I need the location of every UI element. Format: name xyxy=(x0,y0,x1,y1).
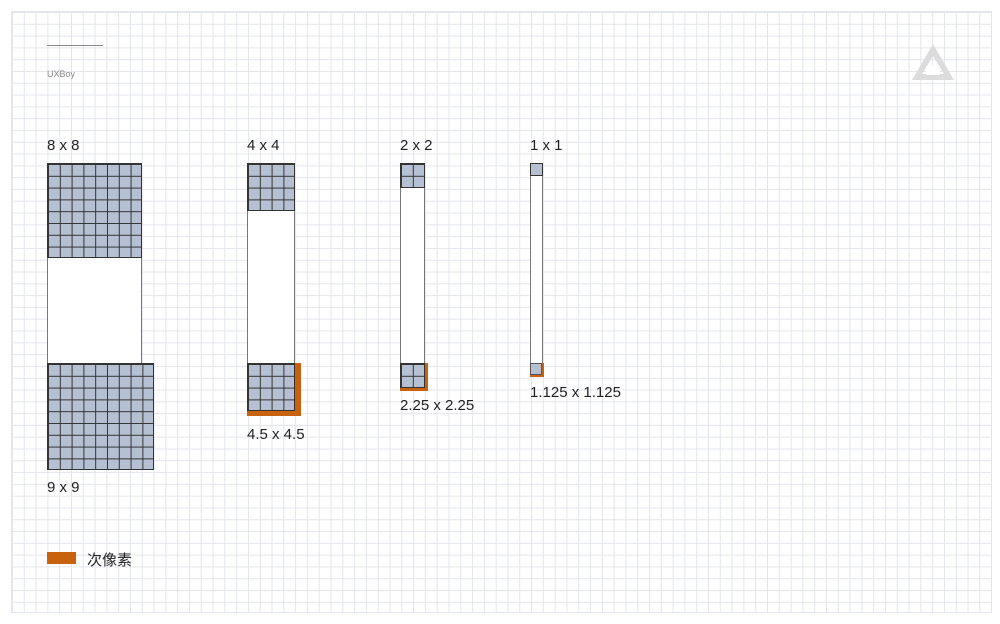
pixel-grid-2.25x2.25 xyxy=(400,363,425,388)
label-8x8: 8 x 8 xyxy=(47,137,80,154)
header-rule xyxy=(47,45,103,46)
label-9x9: 9 x 9 xyxy=(47,479,80,496)
pixel-grid-8x8 xyxy=(47,163,142,258)
pixel-grid-4x4 xyxy=(247,163,295,211)
column-outline xyxy=(530,163,543,364)
label-1.125x1.125: 1.125 x 1.125 xyxy=(530,384,621,401)
brand-label: UXBoy xyxy=(47,69,76,79)
legend-swatch xyxy=(47,552,76,564)
label-2x2: 2 x 2 xyxy=(400,137,433,154)
legend-label: 次像素 xyxy=(87,551,133,569)
pixel-grid-4.5x4.5 xyxy=(247,363,295,411)
triangle-logo-icon xyxy=(912,44,954,80)
column-outline xyxy=(400,163,425,364)
label-4.5x4.5: 4.5 x 4.5 xyxy=(247,426,305,443)
pixel-grid-1x1 xyxy=(530,163,543,176)
label-4x4: 4 x 4 xyxy=(247,137,280,154)
pixel-grid-9x9 xyxy=(47,363,154,470)
pixel-grid-2x2 xyxy=(400,163,425,188)
pixel-grid-1.125 xyxy=(530,363,542,375)
grid-canvas xyxy=(11,11,992,613)
label-1x1: 1 x 1 xyxy=(530,137,563,154)
label-2.25x2.25: 2.25 x 2.25 xyxy=(400,397,475,414)
